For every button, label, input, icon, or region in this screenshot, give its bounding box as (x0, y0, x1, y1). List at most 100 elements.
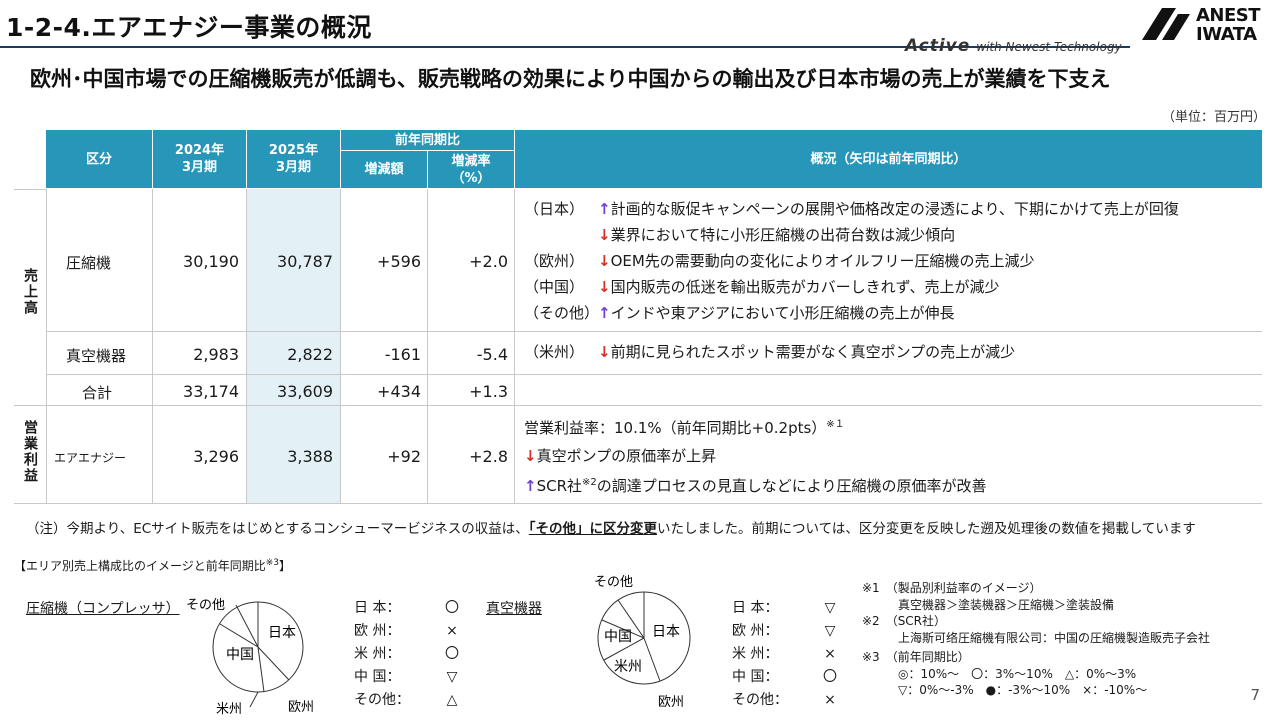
mark-symbol: △ (446, 692, 458, 708)
desc-line: （米州） ↓前期に見られたスポット需要がなく真空ポンプの売上が減少 (524, 343, 1015, 361)
note-prefix: （注）今期より、ECサイト販売をはじめとするコンシューマービジネスの収益は、 (26, 521, 529, 537)
desc-region: （欧州） (524, 252, 585, 270)
mark-symbol: ▽ (824, 623, 836, 639)
row-compressor-fy2025: 30,787 (277, 252, 333, 271)
pie-divider (257, 646, 265, 693)
desc-region: （日本） (524, 200, 585, 218)
compressor-marks: 日 本： 〇 欧 州： × 米 州： 〇 中 国： ▽ その他： △ (354, 597, 472, 712)
vacuum-pie-chart: 日本 中国 米州 欧州 その他 (594, 575, 691, 710)
pie-divider (603, 637, 645, 661)
mark-symbol: ▽ (446, 669, 458, 685)
note-emphasis: 「その他」に区分変更 (528, 521, 657, 537)
grid-line (14, 189, 46, 190)
footnote-2-body: 上海斯可络圧縮機有限公司：中国の圧縮機製造販売子会社 (898, 630, 1211, 645)
mark-region: 欧 州： (732, 623, 779, 639)
row-vacuum-fy2025: 2,822 (287, 345, 333, 364)
headline: 欧州･中国市場での圧縮機販売が低調も、販売戦略の効果により中国からの輸出及び日本… (30, 67, 1111, 91)
grid-line (427, 189, 428, 503)
mark-row: 日 本： 〇 (354, 597, 472, 620)
footnote-3-body: ◎：10%～ 〇：3%～10% △：0%～3% (898, 666, 1137, 681)
grid-line (152, 189, 153, 503)
tagline-brand: Active (905, 36, 971, 56)
header-fy2024: 2024年 3月期 (153, 130, 246, 188)
up-arrow-icon: ↑ (598, 200, 611, 218)
down-arrow-icon: ↓ (598, 343, 611, 361)
header-change-rate: 増減率 （%） (428, 151, 514, 188)
row-vacuum-fy2024: 2,983 (193, 345, 239, 364)
pie-label-americas: 米州 (216, 702, 242, 717)
anest-iwata-logo-icon (1142, 8, 1190, 40)
row-total-fy2025: 33,609 (277, 382, 333, 401)
grid-line (46, 189, 47, 503)
header-yoy: 前年同期比 (341, 130, 514, 150)
mark-region: 欧 州： (354, 623, 401, 639)
mark-symbol: × (824, 646, 836, 662)
pie-divider (219, 623, 259, 648)
row-total-diff: +434 (377, 382, 421, 401)
row-total-rate: +1.3 (469, 382, 508, 401)
company-logo-text: ANEST IWATA (1196, 6, 1261, 45)
mark-row: 米 州： × (732, 643, 850, 666)
mark-row: その他： × (732, 689, 850, 712)
mark-row: その他： △ (354, 689, 472, 712)
sales-label: 売上高 (22, 268, 38, 316)
vacuum-marks: 日 本： ▽ 欧 州： ▽ 米 州： × 中 国： 〇 その他： × (732, 597, 850, 712)
logo-line2: IWATA (1196, 24, 1257, 45)
pie-label-europe: 欧州 (658, 695, 684, 710)
tagline: Active with Newest Technology (905, 36, 1122, 56)
down-arrow-icon: ↓ (598, 226, 611, 244)
row-total-name: 合計 (82, 384, 113, 402)
op-desc-sup: ※2 (582, 477, 597, 488)
footnote-2: ※2 （SCR社） (862, 614, 947, 628)
mark-row: 欧 州： ▽ (732, 620, 850, 643)
row-compressor-fy2024: 30,190 (183, 252, 239, 271)
desc-text: インドや東アジアにおいて小形圧縮機の売上が伸長 (610, 304, 955, 322)
row-compressor-name: 圧縮機 (66, 254, 112, 272)
pie-divider (617, 599, 645, 639)
unit-label: （単位：百万円） (1161, 110, 1266, 125)
note-suffix: いたしました。前期については、区分変更を反映した遡及処理後の数値を掲載しています (657, 521, 1196, 537)
mark-row: 日 本： ▽ (732, 597, 850, 620)
header-category: 区分 (46, 130, 152, 188)
mark-region: その他： (354, 692, 410, 708)
pie-label-china: 中国 (604, 629, 632, 645)
row-airenergy-fy2025: 3,388 (287, 447, 333, 466)
footnote-1-body: 真空機器＞塗装機器＞圧縮機＞塗装設備 (898, 597, 1115, 612)
desc-region: （中国） (524, 278, 585, 296)
op-desc-line: ↑SCR社※2の調達プロセスの見直しなどにより圧縮機の原価率が改善 (524, 474, 986, 495)
row-compressor-diff: +596 (377, 252, 421, 271)
op-margin-note: ※１ (826, 419, 845, 430)
mark-region: 米 州： (732, 646, 779, 662)
pie-divider (235, 604, 259, 648)
mark-region: 日 本： (732, 600, 779, 616)
footnote: （注）今期より、ECサイト販売をはじめとするコンシューマービジネスの収益は、「そ… (26, 517, 1196, 537)
desc-text: 国内販売の低迷を輸出販売がカバーしきれず、売上が減少 (610, 278, 1000, 296)
composition-title: 【エリア別売上構成比のイメージと前年同期比※3】 (14, 557, 291, 574)
pie-label-other: その他 (594, 575, 633, 590)
grid-line (514, 189, 515, 503)
desc-line: （日本） ↑計画的な販促キャンペーンの展開や価格改定の浸透により、下期にかけて売上… (524, 200, 1179, 218)
desc-region: （その他） (524, 304, 600, 322)
grid-line (340, 189, 341, 503)
composition-title-sup: ※3 (265, 558, 280, 568)
mark-row: 米 州： 〇 (354, 643, 472, 666)
row-vacuum-diff: -161 (384, 345, 421, 364)
mark-symbol: 〇 (823, 669, 837, 685)
mark-symbol: × (824, 692, 836, 708)
row-airenergy-fy2024: 3,296 (193, 447, 239, 466)
row-vacuum-name: 真空機器 (66, 347, 127, 365)
grid-line (46, 331, 1262, 332)
page-title: 1-2-4.エアエナジー事業の概況 (6, 13, 372, 42)
pie-leader (249, 691, 259, 708)
mark-symbol: ▽ (824, 600, 836, 616)
pie-label-europe: 欧州 (288, 700, 314, 715)
composition-title-end: 】 (279, 559, 292, 573)
up-arrow-icon: ↑ (524, 477, 537, 495)
desc-text: 前期に見られたスポット需要がなく真空ポンプの売上が減少 (610, 343, 1016, 361)
grid-line (46, 374, 1262, 375)
mark-region: 米 州： (354, 646, 401, 662)
desc-text: 業界において特に小形圧縮機の出荷台数は減少傾向 (610, 226, 956, 244)
mark-region: 中 国： (354, 669, 401, 685)
vacuum-pie-label: 真空機器 (486, 601, 542, 617)
pie-label-japan: 日本 (652, 624, 680, 640)
